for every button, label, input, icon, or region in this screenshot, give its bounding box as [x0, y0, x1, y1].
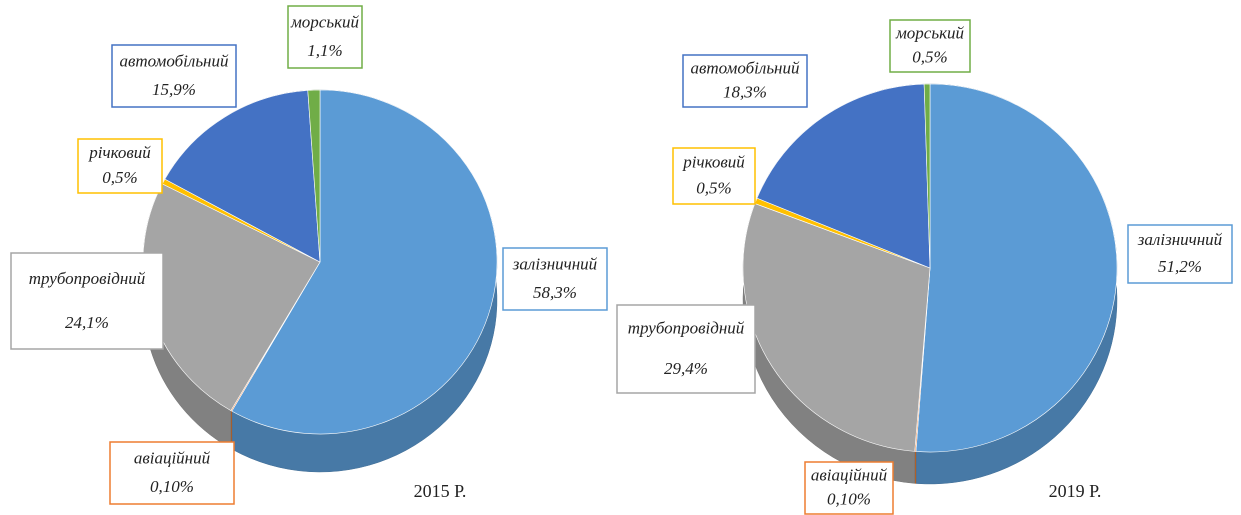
label-box [1127, 224, 1233, 284]
label-box [672, 147, 756, 205]
label-box [682, 54, 808, 108]
pie-tops [142, 89, 498, 435]
label-value: 0,5% [912, 47, 947, 66]
slice [756, 83, 931, 269]
label-value: 24,1% [65, 313, 109, 332]
label-box [287, 5, 363, 69]
slice [164, 90, 321, 263]
label-name: трубопровідний [628, 319, 745, 338]
label-name: річковий [88, 143, 151, 162]
label-name: морський [895, 23, 965, 42]
label-box [804, 461, 894, 515]
label-box [111, 44, 237, 108]
pie-tops [742, 83, 1118, 453]
slice [307, 89, 321, 263]
label-value: 0,10% [150, 477, 194, 496]
label-value: 29,4% [664, 359, 708, 378]
label-value: 51,2% [1158, 257, 1202, 276]
label-value: 0,5% [102, 168, 137, 187]
label-value: 58,3% [533, 283, 577, 302]
label-value: 18,3% [723, 82, 767, 101]
label-box [889, 19, 971, 73]
label-name: морський [290, 12, 360, 31]
label-box [10, 252, 164, 350]
label-box [109, 441, 235, 505]
label-value: 0,10% [827, 489, 871, 508]
label-name: автомобільний [120, 51, 229, 70]
label-value: 1,1% [307, 41, 342, 60]
label-name: авіаційний [134, 448, 211, 467]
chart-title: 2019 Р. [1049, 481, 1102, 501]
label-name: залізничний [512, 254, 598, 273]
label-value: 15,9% [152, 80, 196, 99]
slice [231, 89, 498, 435]
label-name: річковий [682, 153, 745, 172]
slice [915, 83, 1118, 453]
label-value: 0,5% [696, 178, 731, 197]
label-name: автомобільний [691, 58, 800, 77]
label-name: залізничний [1137, 230, 1223, 249]
label-box [502, 247, 608, 311]
label-name: авіаційний [811, 465, 888, 484]
chart-title: 2015 Р. [414, 481, 467, 501]
label-box [616, 304, 756, 394]
label-name: трубопровідний [29, 269, 146, 288]
slice [923, 83, 931, 269]
label-box [77, 138, 163, 194]
slice [742, 203, 931, 452]
